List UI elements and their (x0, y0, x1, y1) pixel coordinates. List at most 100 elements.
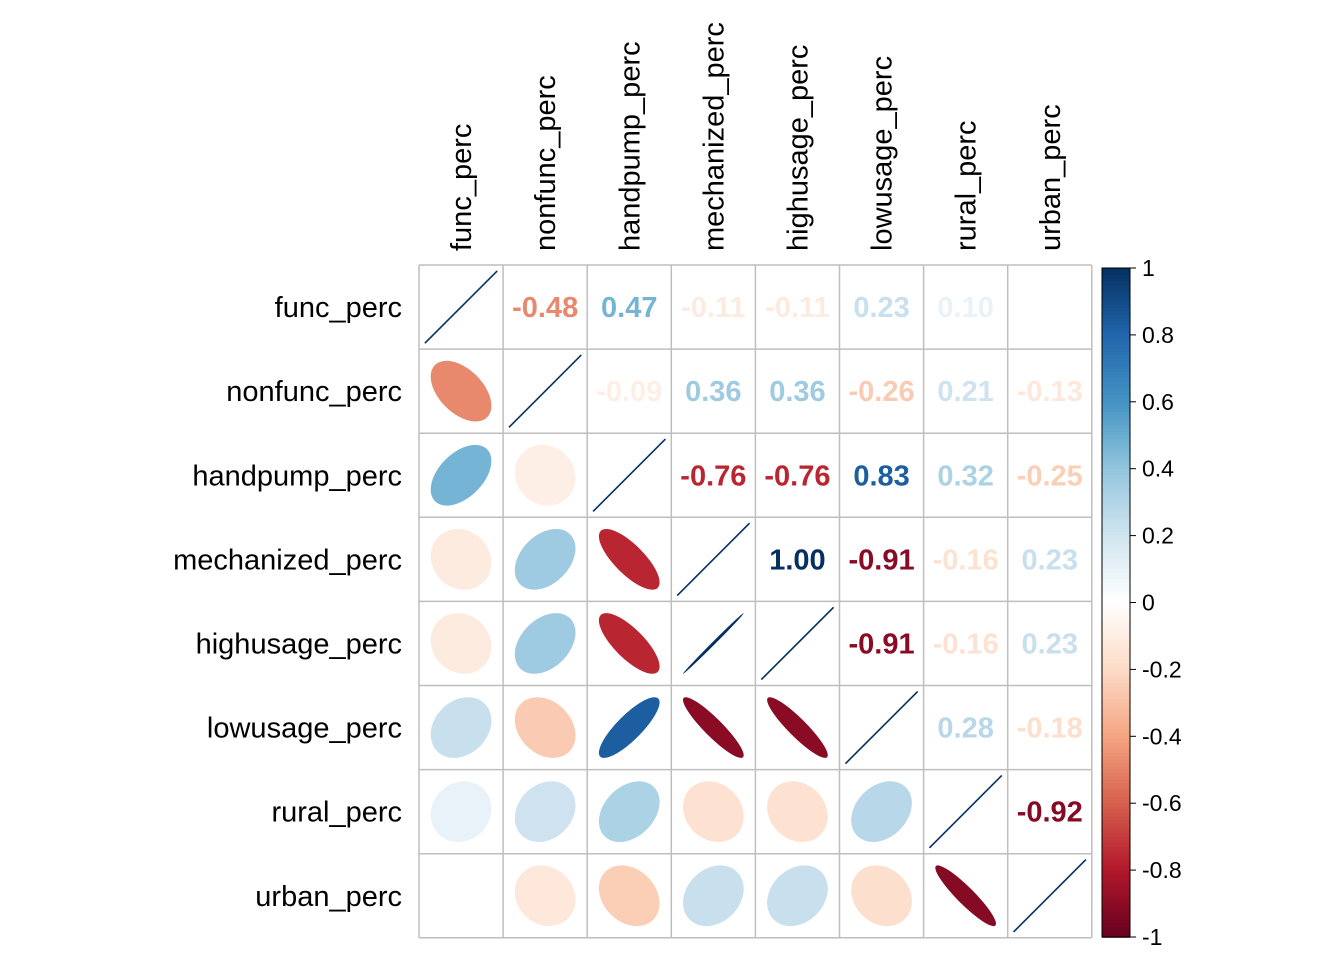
colorbar-segment (1102, 371, 1130, 376)
colorbar-segment (1102, 351, 1130, 356)
correlation-value: -0.76 (680, 460, 746, 492)
correlation-value: -0.18 (1017, 713, 1083, 745)
colorbar-segment (1102, 562, 1130, 567)
colorbar-segment (1102, 468, 1130, 473)
column-label: highusage_perc (782, 45, 814, 251)
colorbar-segment (1102, 853, 1130, 858)
colorbar-segment (1102, 378, 1130, 383)
colorbar-segment (1102, 682, 1130, 687)
colorbar-segment (1102, 890, 1130, 895)
colorbar-segment (1102, 793, 1130, 798)
colorbar-tick-label: -0.2 (1142, 656, 1182, 682)
colorbar-segment (1102, 769, 1130, 774)
colorbar-segment (1102, 846, 1130, 851)
correlation-value: 0.23 (1022, 628, 1078, 660)
row-labels: func_perc nonfunc_perc handpump_percmechan… (173, 292, 402, 913)
colorbar-segment (1102, 910, 1130, 915)
colorbar-segment (1102, 870, 1130, 875)
correlation-value: 1.00 (769, 544, 825, 576)
correlation-ellipse (598, 781, 660, 842)
correlation-value: 0.23 (1022, 544, 1078, 576)
correlation-ellipse (851, 781, 912, 842)
colorbar-segment (1102, 736, 1130, 741)
colorbar-segment (1102, 766, 1130, 771)
colorbar-segment (1102, 298, 1130, 303)
colorbar-segment (1102, 635, 1130, 641)
correlation-ellipse (683, 697, 744, 758)
colorbar-segment (1102, 512, 1130, 517)
colorbar-segment (1102, 391, 1130, 396)
colorbar-segment (1102, 465, 1130, 470)
colorbar-segment (1102, 385, 1130, 390)
correlation-value: -0.26 (848, 376, 914, 408)
colorbar-tick-label: 0.2 (1142, 523, 1174, 549)
colorbar-segment (1102, 615, 1130, 621)
colorbar-segment (1102, 679, 1130, 684)
colorbar-segment (1102, 505, 1130, 510)
colorbar-segment (1102, 585, 1130, 590)
colorbar-segment (1102, 579, 1130, 584)
colorbar-segment (1102, 354, 1130, 360)
colorbar-segment (1102, 706, 1130, 711)
colorbar-segment (1102, 886, 1130, 891)
colorbar-segment (1102, 438, 1130, 443)
correlation-ellipse (598, 613, 660, 674)
colorbar-segment (1102, 686, 1130, 691)
correlation-value: 0.23 (853, 292, 909, 324)
colorbar-segment (1102, 488, 1130, 493)
correlation-ellipse (683, 781, 744, 842)
colorbar-segment (1102, 341, 1130, 346)
row-label: nonfunc_perc (226, 376, 402, 408)
colorbar-segment (1102, 475, 1130, 480)
diagonal-line (676, 522, 751, 597)
colorbar-segment (1102, 605, 1130, 610)
colorbar-segment (1102, 308, 1130, 313)
correlation-value: 0.32 (937, 460, 993, 492)
colorbar-segment (1102, 789, 1130, 794)
colorbar-segment (1102, 388, 1130, 393)
correlation-ellipse (514, 865, 576, 927)
colorbar-segment (1102, 602, 1130, 607)
column-label: nonfunc_perc (530, 75, 562, 251)
colorbar-segment (1102, 565, 1130, 570)
colorbar-segment (1102, 676, 1130, 681)
colorbar-segment (1102, 421, 1130, 427)
colorbar-segment (1102, 478, 1130, 483)
colorbar-segment (1102, 395, 1130, 400)
colorbar-segment (1102, 304, 1130, 309)
colorbar-segment (1102, 278, 1130, 283)
colorbar-tick-label: -1 (1142, 924, 1162, 950)
colorbar-segment (1102, 900, 1130, 905)
colorbar-segment (1102, 552, 1130, 557)
colorbar-segment (1102, 776, 1130, 781)
colorbar-segment (1102, 548, 1130, 554)
colorbar-segment (1102, 719, 1130, 724)
correlation-ellipse (598, 529, 660, 590)
colorbar-segment (1102, 656, 1130, 661)
colorbar-tick-label: 0.8 (1142, 322, 1174, 348)
correlation-value: -0.48 (512, 292, 578, 324)
colorbar-segment (1102, 324, 1130, 330)
colorbar-segment (1102, 274, 1130, 279)
correlation-value: -0.09 (596, 376, 662, 408)
colorbar-segment (1102, 722, 1130, 728)
colorbar-segment (1102, 749, 1130, 754)
colorbar-tick-label: -0.4 (1142, 723, 1182, 749)
colorbar-segment (1102, 702, 1130, 707)
correlation-ellipse (430, 781, 492, 842)
correlation-value: 0.83 (853, 460, 909, 492)
colorbar-segment (1102, 742, 1130, 748)
colorbar-segment (1102, 589, 1130, 594)
colorbar-segment (1102, 893, 1130, 898)
colorbar-segment (1102, 699, 1130, 704)
colorbar-segment (1102, 836, 1130, 841)
correlation-ellipse (851, 865, 912, 927)
colorbar-segment (1102, 906, 1130, 912)
colorbar-segment (1102, 599, 1130, 604)
row-label: handpump_perc (192, 460, 402, 492)
colorbar-segment (1102, 773, 1130, 778)
correlation-ellipse (598, 697, 660, 758)
colorbar-segment (1102, 933, 1130, 938)
colorbar-segment (1102, 672, 1130, 677)
row-label: mechanized_perc (173, 544, 402, 576)
